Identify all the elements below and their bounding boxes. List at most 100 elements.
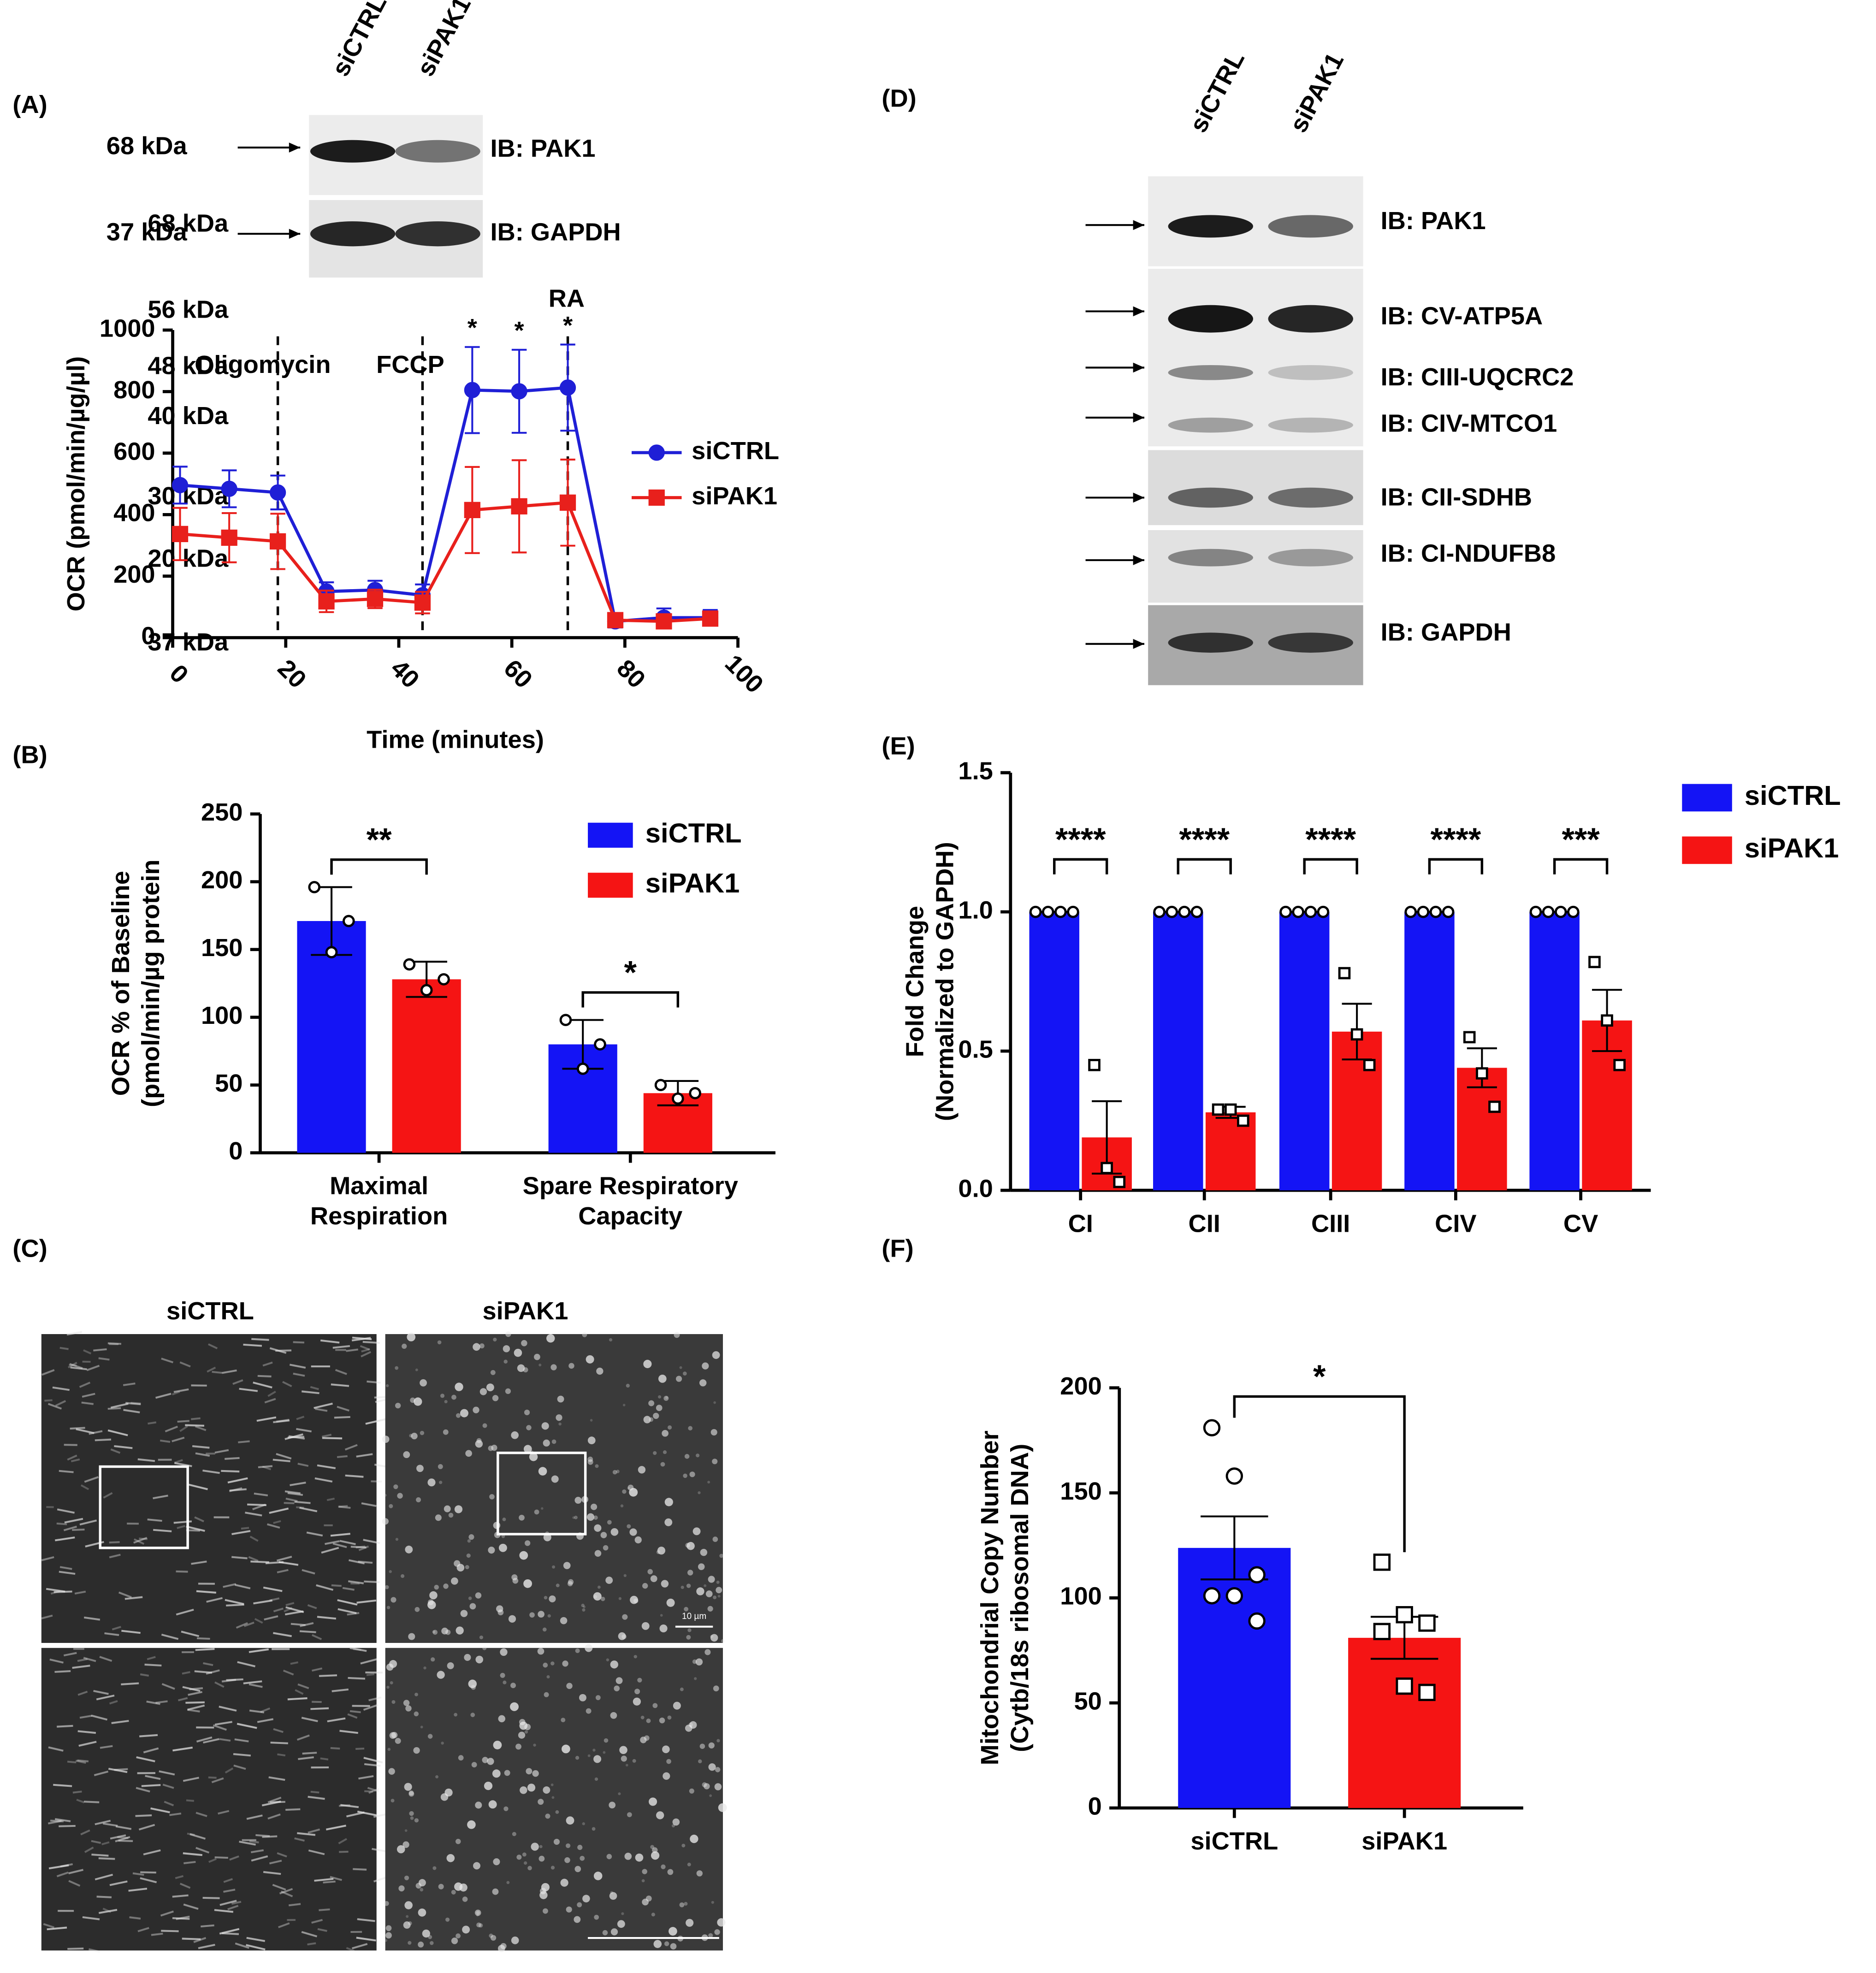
vesicle [505,1388,511,1394]
vesicle [406,1915,409,1918]
mito [227,1477,248,1484]
vesicle [458,1755,464,1761]
vesicle [500,1648,508,1656]
y-tick-label: 250 [201,798,243,826]
vesicle [474,1909,481,1916]
vesicle [493,1741,502,1749]
annotation: * [515,317,525,344]
blot-band [1268,365,1353,380]
vesicle [465,1450,472,1457]
mito [208,1343,218,1349]
vesicle [609,1892,617,1900]
mito [371,1480,382,1483]
mito [57,1725,73,1728]
mito [98,1857,115,1860]
vesicle [517,1364,525,1372]
mito [256,1416,277,1422]
vesicle [455,1382,463,1391]
mito [355,1545,366,1549]
mito [250,1849,264,1854]
marker [1054,905,1067,918]
mito [219,1900,237,1906]
mito [267,1814,281,1820]
mito [41,1369,55,1376]
vesicle [475,1592,482,1599]
vesicle [602,1930,608,1936]
mito [347,1612,360,1616]
mito [269,1347,287,1354]
mito [98,1908,118,1914]
significance-label: **** [1431,821,1481,857]
vesicle [522,1852,527,1857]
mito [176,1915,190,1920]
mito [288,1435,305,1440]
vesicle [438,1481,443,1484]
mito [53,1784,72,1787]
mito [227,1905,239,1910]
vesicle [520,1786,527,1794]
vesicle [667,1869,674,1875]
mito [172,1436,185,1442]
vesicle [582,1332,587,1337]
vesicle [435,1514,442,1521]
mito [262,1835,278,1838]
mito [253,1599,272,1605]
vesicle [408,1921,412,1926]
mito [258,1465,273,1468]
mito [145,1775,161,1780]
marker [559,1014,572,1026]
mito [356,1599,377,1604]
vesicle [653,1451,657,1455]
vesicle [538,1799,544,1805]
mito [368,1788,379,1794]
mito [296,1734,310,1741]
vesicle [644,1735,650,1741]
vesicle [403,1921,411,1929]
significance-label: ** [367,821,392,857]
vesicle [582,1895,590,1902]
mito [348,1580,364,1584]
mito [272,1884,286,1891]
vesicle [550,1364,557,1370]
mito [96,1695,115,1701]
mito [186,1525,205,1532]
panel-label: (A) [12,91,47,118]
vesicle [712,1536,718,1542]
vesicle [493,1858,500,1866]
y-tick-label: 0 [1088,1792,1102,1820]
vesicle [388,1768,395,1775]
mito [66,1331,83,1336]
mito [188,1483,208,1490]
mito [185,1701,205,1704]
y-tick-label: 600 [113,437,155,465]
mito [238,1440,250,1443]
bar [1348,1637,1461,1808]
mito [233,1753,251,1757]
mito [96,1896,112,1898]
vesicle [692,1527,701,1536]
mito [273,1419,290,1424]
vesicle [423,1666,426,1670]
vesicle [700,1548,708,1556]
mito [254,1618,263,1624]
mito [212,1370,222,1374]
vesicle [622,1404,626,1406]
mito [140,1673,149,1677]
mito [285,1602,295,1607]
mito [165,1425,178,1433]
mito [81,1401,94,1405]
mito [181,1630,200,1637]
marker [1067,905,1079,918]
vesicle [590,1419,593,1422]
significance-label: **** [1055,821,1106,857]
mito [203,1662,213,1666]
vesicle [606,1658,610,1661]
vesicle [385,1585,389,1589]
mito [251,1338,269,1341]
vesicle [539,1845,543,1849]
vesicle [404,1901,413,1909]
vesicle [512,1832,516,1837]
vesicle [685,1542,690,1548]
mito [232,1379,243,1385]
